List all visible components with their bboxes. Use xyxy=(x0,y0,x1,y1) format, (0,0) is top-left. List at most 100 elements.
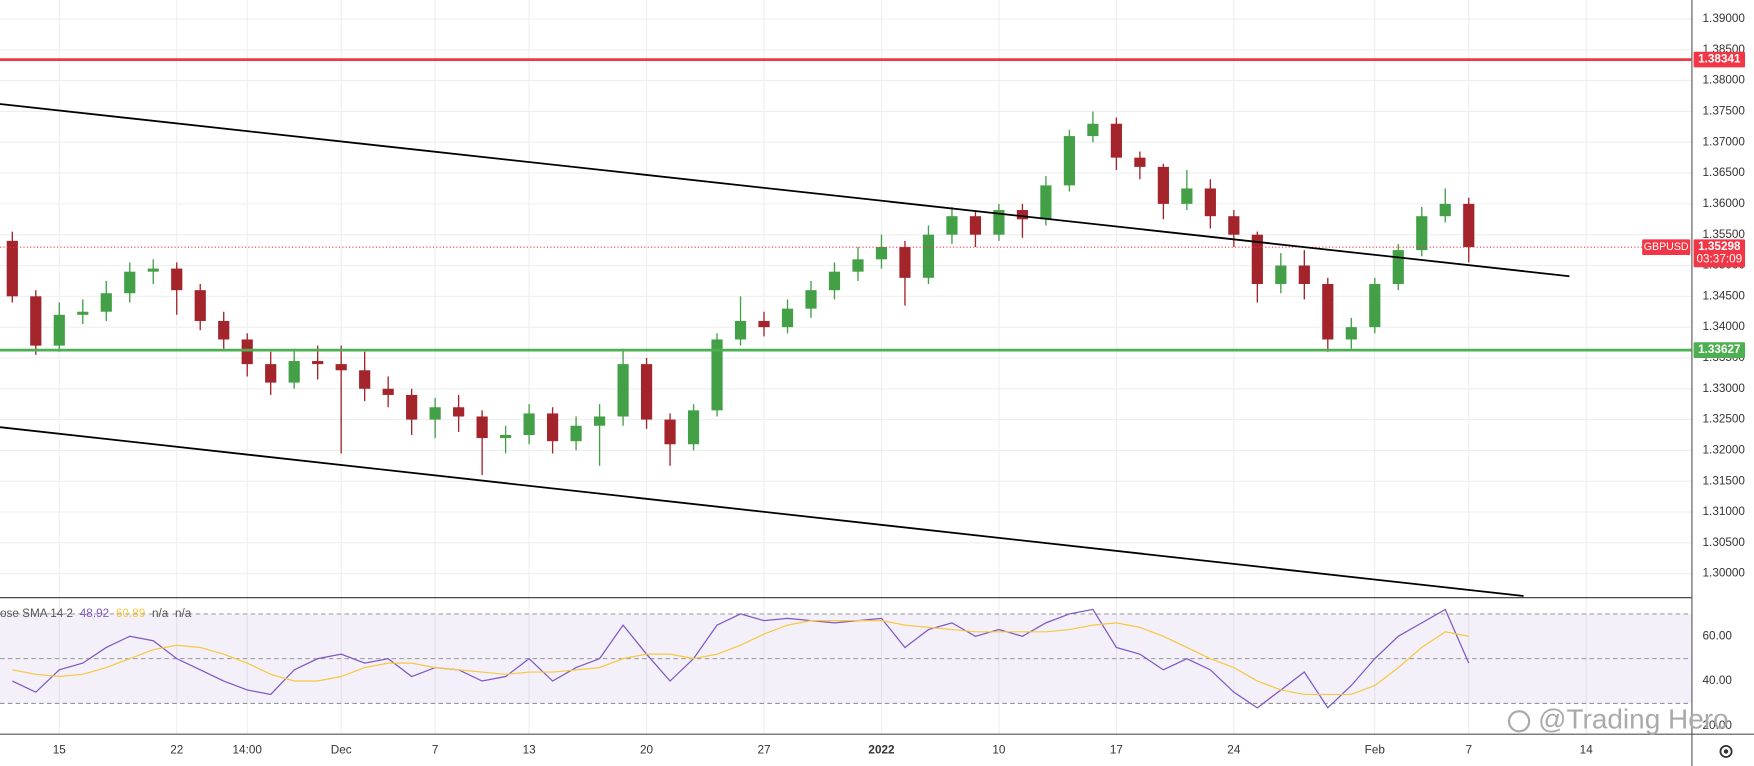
candle-body xyxy=(265,364,277,383)
gear[interactable] xyxy=(1719,744,1733,758)
candle-body xyxy=(1016,210,1029,220)
x-tick-label: 14:00 xyxy=(233,743,263,756)
candle-body xyxy=(241,339,253,365)
candle-body xyxy=(171,268,183,291)
candle-body xyxy=(593,416,606,426)
candle-body xyxy=(640,364,653,420)
y-tick-label: 1.34500 xyxy=(1703,289,1746,302)
x-tick-label: 27 xyxy=(757,743,770,756)
candle-body xyxy=(570,425,582,442)
candle-body xyxy=(194,290,206,321)
axes: 1.390001.385001.380001.375001.370001.365… xyxy=(53,12,1746,756)
candle-body xyxy=(1040,185,1052,220)
candle-body xyxy=(1251,234,1263,284)
y-tick-label: 1.37000 xyxy=(1703,135,1746,148)
candle-body xyxy=(1463,203,1475,248)
candle-body xyxy=(1087,123,1099,137)
candle-body xyxy=(1204,188,1216,217)
x-tick-label: 13 xyxy=(523,743,537,756)
candle-body xyxy=(758,320,770,328)
candle-body xyxy=(828,271,841,291)
y-tick-label: 40.00 xyxy=(1703,674,1733,687)
y-tick-label: 1.38000 xyxy=(1703,74,1746,87)
candle-body xyxy=(664,419,676,445)
candle-body xyxy=(147,268,159,272)
y-tick-label: 1.30500 xyxy=(1703,536,1746,549)
trend-line xyxy=(0,103,1570,278)
candle-body xyxy=(1392,250,1404,284)
y-tick-label: 1.37500 xyxy=(1703,105,1746,118)
y-tick-label: 1.31500 xyxy=(1703,474,1746,487)
symbol-label-bg xyxy=(1642,239,1691,255)
candle-body xyxy=(875,247,888,260)
indicator-pane: ose SMA 14 2 48.92 60.89 n/a n/a xyxy=(0,607,1692,709)
candle-body xyxy=(993,210,1005,235)
candle-body xyxy=(1416,216,1428,251)
candle-body xyxy=(1228,216,1240,235)
grid xyxy=(0,0,1692,734)
level-label-bg xyxy=(1693,51,1746,68)
y-tick-label: 1.34000 xyxy=(1703,320,1746,333)
candle-body xyxy=(335,364,347,371)
candle-body xyxy=(429,407,441,420)
y-tick-label: 1.31000 xyxy=(1703,505,1746,518)
x-tick-label: 24 xyxy=(1227,743,1241,756)
y-tick-label: 1.30000 xyxy=(1703,567,1746,580)
candle-body xyxy=(359,370,371,389)
legend-item: n/a xyxy=(175,607,192,620)
price-pane xyxy=(0,58,1692,476)
x-tick-label: Dec xyxy=(331,743,352,756)
candle-body xyxy=(946,216,958,235)
legend-item: n/a xyxy=(152,607,169,620)
candle-body xyxy=(1345,327,1357,340)
y-tick-label: 1.35500 xyxy=(1703,228,1746,241)
candle-body xyxy=(922,234,935,278)
rsi-line xyxy=(12,608,1470,709)
x-tick-label: 7 xyxy=(432,743,439,756)
candle-body xyxy=(500,434,512,439)
candle-body xyxy=(6,240,18,297)
candle-body xyxy=(288,361,300,383)
candle-body xyxy=(453,407,465,417)
candle-body xyxy=(218,320,230,340)
y-tick-label: 60.00 xyxy=(1703,629,1733,642)
level-label: 1.33627 xyxy=(1698,343,1741,356)
symbol-label: GBPUSD xyxy=(1644,241,1689,253)
trend-line xyxy=(0,426,1524,597)
legend-item: ose SMA 14 2 xyxy=(0,607,73,620)
candle-body xyxy=(100,293,112,312)
legend-item: 60.89 xyxy=(116,607,145,620)
candle-body xyxy=(899,247,911,278)
candle-body xyxy=(617,364,629,417)
candle-body xyxy=(1369,283,1381,328)
gear-center[interactable] xyxy=(1723,749,1729,754)
level-label: 1.38341 xyxy=(1698,53,1741,66)
candle-body xyxy=(77,311,89,315)
last-price-label: 1.35298 xyxy=(1698,240,1741,253)
y-tick-label: 1.32500 xyxy=(1703,413,1746,426)
x-tick-label: 14 xyxy=(1580,743,1594,756)
candle-body xyxy=(805,290,817,309)
candle-body xyxy=(1157,166,1169,204)
candle-body xyxy=(476,416,488,439)
candle-body xyxy=(734,320,747,340)
candle-body xyxy=(523,413,535,435)
x-tick-label: Feb xyxy=(1365,743,1386,756)
y-tick-label: 20.00 xyxy=(1703,719,1733,732)
x-tick-label: 10 xyxy=(992,743,1006,756)
candle-body xyxy=(687,410,700,445)
candle-body xyxy=(1322,283,1334,340)
candle-body xyxy=(1275,265,1287,284)
candle-body xyxy=(1134,157,1146,167)
candle-body xyxy=(1110,123,1122,158)
y-tick-label: 1.36500 xyxy=(1703,166,1746,179)
x-tick-label: 22 xyxy=(170,743,183,756)
watermark-icon xyxy=(1507,710,1531,733)
settings-icon[interactable] xyxy=(1719,744,1733,758)
y-tick-label: 1.32000 xyxy=(1703,443,1746,456)
candle-body xyxy=(1063,136,1075,186)
candle-body xyxy=(781,308,794,328)
candle-body xyxy=(1181,188,1193,204)
